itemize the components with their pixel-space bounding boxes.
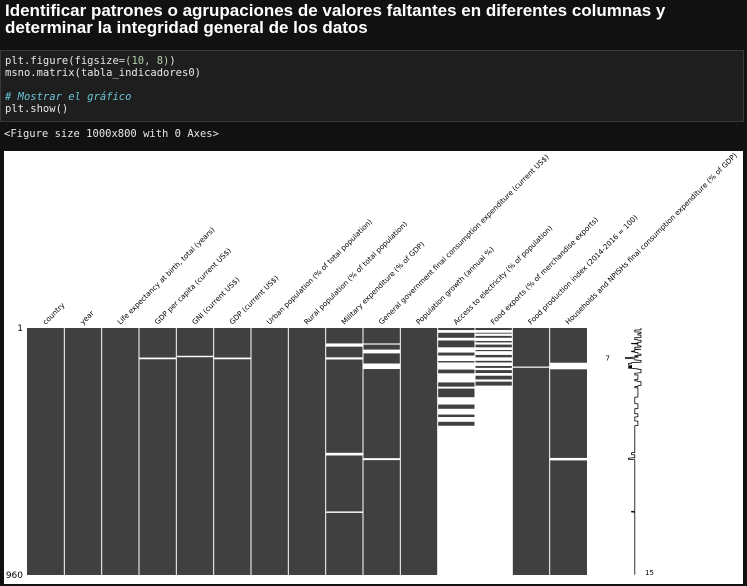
missing-cell [549, 459, 587, 461]
column-label: country [41, 300, 67, 326]
missing-cell [176, 356, 214, 358]
missing-cell [363, 368, 401, 370]
missing-cell [437, 368, 475, 370]
missing-cell [475, 353, 513, 355]
code-close: ) [169, 55, 176, 67]
matrix-column [288, 328, 326, 575]
missing-cell [475, 374, 513, 376]
missing-cell [437, 360, 475, 362]
missing-cell [325, 454, 363, 456]
missing-cell [363, 459, 401, 461]
matrix-column [251, 328, 289, 575]
missing-cell [139, 358, 177, 360]
code-line-2: msno.matrix(tabla_indicadores0) [5, 67, 201, 79]
matrix-column [101, 328, 139, 575]
code-call: plt.figure(figsize [5, 55, 119, 67]
missing-cell [437, 331, 475, 333]
column-label: GDP per capita (current US$) [153, 246, 233, 326]
missing-cell [363, 343, 401, 345]
code-line-4: plt.show() [5, 103, 69, 115]
missing-cell [437, 387, 475, 389]
missing-cell [437, 574, 475, 576]
matrix-column [512, 328, 550, 575]
figure-output: country year Life expectancy at birth, tot… [4, 151, 743, 584]
page-heading: Identificar patrones o agrupaciones de v… [5, 1, 666, 37]
sparkline-max-label: 15 [645, 569, 654, 577]
missing-cell [437, 351, 475, 353]
matrix-column [400, 328, 438, 575]
code-cell[interactable]: plt.figure(figsize=(10, 8)) msno.matrix(… [0, 50, 744, 122]
missing-cell [437, 339, 475, 341]
missing-cell [475, 331, 513, 333]
missing-cell [363, 352, 401, 354]
code-block: plt.figure(figsize=(10, 8)) msno.matrix(… [5, 55, 201, 115]
matrix-column [64, 328, 102, 575]
y-tick-label: 1 [17, 324, 23, 334]
code-line-1: plt.figure(figsize=(10, 8)) [5, 55, 176, 67]
code-operator: = [118, 55, 126, 67]
matrix-column [139, 328, 177, 575]
missing-cell [437, 420, 475, 422]
missing-cell [475, 380, 513, 382]
missing-cell [475, 574, 513, 576]
sparkline-line [625, 328, 642, 575]
missing-cell [549, 368, 587, 370]
missing-cell [512, 366, 550, 368]
missing-cell [325, 345, 363, 347]
missing-cell [437, 403, 475, 405]
matrix-column [325, 328, 363, 575]
matrix-column [363, 328, 401, 575]
missing-cell [475, 369, 513, 371]
code-comment: # Mostrar el gráfico [5, 91, 132, 103]
code-args: (10, 8) [125, 55, 170, 67]
column-label: Households and NPISHs final consumption … [563, 151, 739, 326]
matrix-column [176, 328, 214, 575]
missingno-matrix-chart: country year Life expectancy at birth, tot… [6, 151, 739, 581]
missing-cell [325, 358, 363, 360]
matrix-column [213, 328, 251, 575]
missing-cell [475, 334, 513, 336]
missing-cell [325, 511, 363, 513]
missing-cell [213, 358, 251, 360]
missing-cell [437, 413, 475, 415]
sparkline-min-label: 7 [606, 355, 610, 363]
missing-cell [475, 349, 513, 350]
output-text: <Figure size 1000x800 with 0 Axes> [4, 128, 219, 140]
missing-cell [475, 340, 513, 341]
missing-cell [475, 359, 513, 361]
missing-cell [475, 365, 513, 366]
column-label: General government final consumption exp… [377, 152, 551, 326]
missing-cell [475, 343, 513, 345]
missing-cell [437, 349, 475, 350]
column-label: year [78, 309, 96, 327]
column-label: Population growth (annual %) [414, 245, 496, 327]
missing-cell [437, 381, 475, 383]
matrix-column [27, 328, 65, 575]
y-tick-label: 960 [6, 571, 23, 581]
